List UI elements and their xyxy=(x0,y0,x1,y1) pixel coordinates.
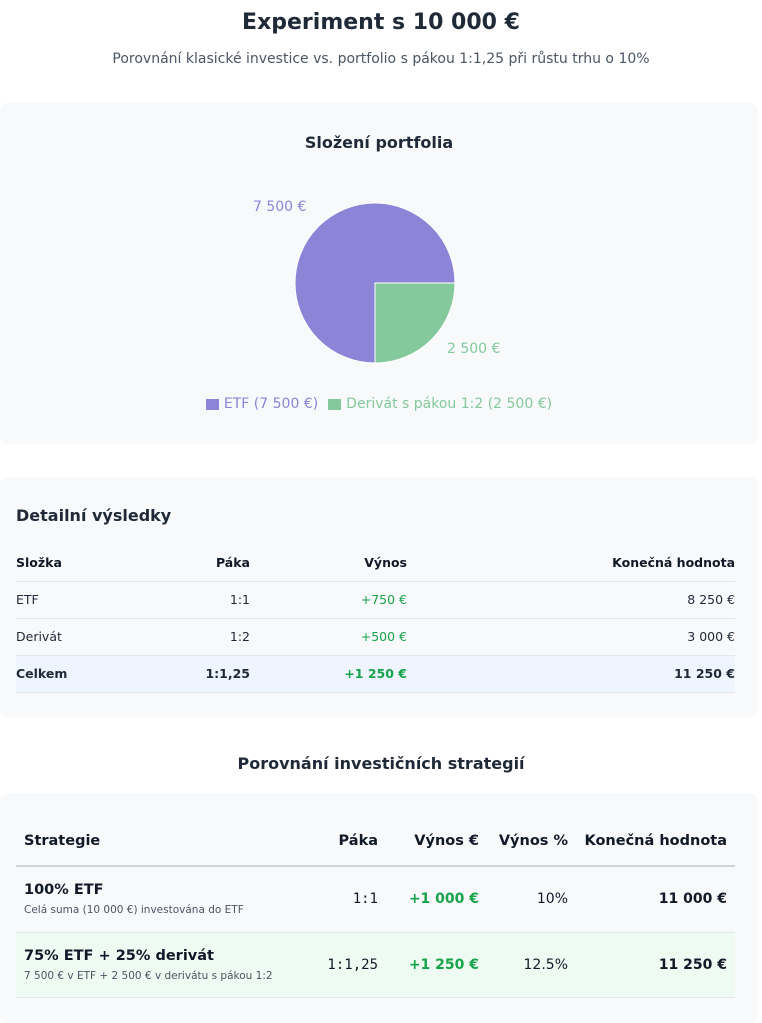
strategy-description: 7 500 € v ETF + 2 500 € v derivátu s pák… xyxy=(24,969,273,982)
cell-return-eur: +1 000 € xyxy=(378,866,479,933)
col-header-strategy: Strategie xyxy=(16,816,306,867)
cell-return: +500 € xyxy=(250,618,407,656)
strategy-name: 75% ETF + 25% derivát xyxy=(24,947,214,964)
table-row-total: Celkem 1:1,25 +1 250 € 11 250 € xyxy=(16,655,735,693)
legend-label-derivative: Derivát s pákou 1:2 (2 500 €) xyxy=(346,396,553,412)
slice-label-derivative: 2 500 € xyxy=(447,341,501,357)
slice-label-etf: 7 500 € xyxy=(253,199,307,215)
cell-return-percent: 12.5% xyxy=(479,932,568,998)
col-header-final-value: Konečná hodnota xyxy=(568,816,735,867)
table-row: ETF 1:1 +750 € 8 250 € xyxy=(16,581,735,619)
page-subtitle: Porovnání klasické investice vs. portfol… xyxy=(112,51,650,67)
cell-return-eur: +1 250 € xyxy=(378,932,479,998)
strategies-table: Strategie Páka Výnos € Výnos % Konečná h… xyxy=(16,816,735,998)
cell-leverage: 1:2 xyxy=(196,618,250,656)
chart-legend: ETF (7 500 €) Derivát s pákou 1:2 (2 500… xyxy=(0,396,758,412)
chart-title: Složení portfolia xyxy=(304,133,454,152)
cell-return: +750 € xyxy=(250,581,407,619)
legend-label-etf: ETF (7 500 €) xyxy=(223,396,319,412)
col-header-leverage: Páka xyxy=(306,816,378,867)
col-header-return: Výnos xyxy=(250,544,407,582)
cell-strategy: 75% ETF + 25% derivát 7 500 € v ETF + 2 … xyxy=(16,932,306,998)
table-row: 100% ETF Celá suma (10 000 €) investován… xyxy=(16,866,735,933)
table-row-highlighted: 75% ETF + 25% derivát 7 500 € v ETF + 2 … xyxy=(16,932,735,998)
col-header-return-eur: Výnos € xyxy=(378,816,479,867)
portfolio-composition-card: Složení portfolia 7 500 € 2 500 € ETF (7… xyxy=(0,103,758,444)
page-title: Experiment s 10 000 € xyxy=(242,10,520,35)
detail-table: Složka Páka Výnos Konečná hodnota ETF 1:… xyxy=(16,544,735,693)
legend-item-etf[interactable]: ETF (7 500 €) xyxy=(205,396,319,412)
detail-results-card: Detailní výsledky Složka Páka Výnos Kone… xyxy=(0,477,758,717)
table-row: Derivát 1:2 +500 € 3 000 € xyxy=(16,618,735,656)
strategy-name: 100% ETF xyxy=(24,882,104,899)
cell-final-value: 11 000 € xyxy=(568,866,735,933)
cell-leverage: 1:1 xyxy=(196,581,250,619)
strategy-description: Celá suma (10 000 €) investována do ETF xyxy=(24,904,244,917)
strategies-card: Strategie Páka Výnos € Výnos % Konečná h… xyxy=(0,793,758,1023)
cell-leverage: 1:1,25 xyxy=(306,932,378,998)
strategies-title: Porovnání investičních strategií xyxy=(237,754,525,773)
cell-component: Derivát xyxy=(16,618,196,656)
cell-strategy: 100% ETF Celá suma (10 000 €) investován… xyxy=(16,866,306,933)
cell-final-value: 8 250 € xyxy=(407,581,735,619)
cell-final-value: 3 000 € xyxy=(407,618,735,656)
cell-component: Celkem xyxy=(16,655,196,693)
col-header-return-percent: Výnos % xyxy=(479,816,568,867)
detail-header-row: Složka Páka Výnos Konečná hodnota xyxy=(16,544,735,582)
cell-component: ETF xyxy=(16,581,196,619)
cell-return-percent: 10% xyxy=(479,866,568,933)
detail-title: Detailní výsledky xyxy=(16,506,172,525)
col-header-leverage: Páka xyxy=(196,544,250,582)
cell-final-value: 11 250 € xyxy=(407,655,735,693)
pie-chart xyxy=(294,202,456,364)
legend-swatch-derivative xyxy=(328,398,342,410)
strategies-header-row: Strategie Páka Výnos € Výnos % Konečná h… xyxy=(16,816,735,867)
cell-final-value: 11 250 € xyxy=(568,932,735,998)
cell-return: +1 250 € xyxy=(250,655,407,693)
legend-item-derivative[interactable]: Derivát s pákou 1:2 (2 500 €) xyxy=(328,396,552,412)
cell-leverage: 1:1 xyxy=(306,866,378,933)
cell-leverage: 1:1,25 xyxy=(196,655,250,693)
pie-slice-derivative[interactable] xyxy=(374,282,456,364)
legend-swatch-etf xyxy=(205,398,219,410)
col-header-component: Složka xyxy=(16,544,196,582)
col-header-final-value: Konečná hodnota xyxy=(407,544,735,582)
